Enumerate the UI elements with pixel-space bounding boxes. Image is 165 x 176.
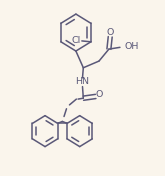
Text: O: O: [96, 90, 103, 99]
Text: O: O: [106, 28, 113, 37]
Text: Cl: Cl: [72, 36, 81, 45]
Text: HN: HN: [76, 77, 89, 86]
Text: OH: OH: [124, 42, 139, 51]
